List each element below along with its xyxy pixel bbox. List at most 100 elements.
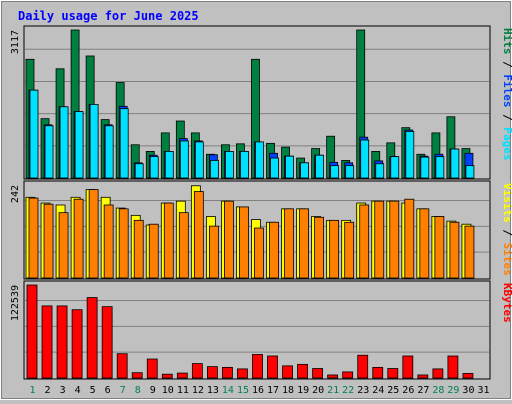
legend-visits: Visits [501,183,512,223]
bar-sites-13 [208,225,219,279]
x-tick-label: 23 [357,385,369,396]
bar-pages-18 [285,155,294,179]
bar-pages-30 [465,165,475,179]
x-tick-label: 10 [162,385,174,396]
x-tick-label: 30 [462,385,474,396]
bar-pages-6 [104,125,114,179]
bar-pages-20 [315,154,325,179]
side-label-kbytes: KBytes [501,283,512,323]
x-tick-label: 17 [267,385,279,396]
x-tick-label: 19 [297,385,309,396]
bar-sites-6 [103,204,114,279]
bar-kbytes-12 [191,363,203,379]
bar-kbytes-5 [86,297,98,379]
legend-files: Files [501,74,512,107]
bar-pages-10 [164,151,174,179]
max-label-hits_files_pages: 3117 [10,30,21,54]
x-tick-label: 28 [432,385,444,396]
x-tick-label: 3 [60,385,66,396]
bar-kbytes-3 [56,305,68,379]
x-tick-label: 22 [342,385,354,396]
bar-pages-13 [209,160,219,179]
x-tick-label: 31 [477,385,489,396]
bar-kbytes-17 [267,355,278,379]
bar-kbytes-26 [402,355,414,379]
bar-pages-2 [44,125,54,179]
bar-sites-19 [299,208,309,279]
bar-sites-30 [464,225,475,279]
bar-pages-14 [225,151,234,179]
x-tick-label: 16 [252,385,264,396]
x-tick-label: 5 [90,385,96,396]
bar-kbytes-4 [71,309,83,379]
legend-sites: Sites [501,243,512,276]
bar-pages-7 [119,108,129,179]
bar-pages-26 [405,131,415,179]
bar-pages-29 [450,148,460,179]
bar-kbytes-13 [206,366,218,379]
bar-pages-9 [149,156,159,179]
bar-kbytes-21 [327,374,339,379]
bar-kbytes-27 [417,374,429,379]
x-tick-label: 26 [402,385,414,396]
bar-kbytes-24 [372,366,384,379]
side-label-hits_files_pages: Hits / Files / Pages [501,28,512,161]
bar-kbytes-29 [447,355,459,379]
bar-sites-23 [359,204,370,279]
bar-kbytes-30 [462,373,474,379]
bar-pages-4 [74,111,84,179]
bar-sites-21 [329,219,340,279]
bar-sites-3 [58,212,69,279]
x-tick-label: 14 [222,385,234,396]
bar-kbytes-11 [176,372,188,379]
bar-pages-27 [420,156,430,179]
x-tick-label: 25 [387,385,399,396]
bar-kbytes-10 [161,373,173,379]
bar-pages-16 [255,141,264,179]
bar-kbytes-28 [432,368,444,379]
x-tick-label: 1 [30,385,36,396]
bar-sites-12 [193,191,204,279]
bar-kbytes-16 [252,354,263,379]
bar-sites-10 [163,202,174,279]
bar-kbytes-2 [41,305,53,379]
bar-sites-16 [254,227,264,279]
bar-kbytes-14 [222,366,233,379]
bar-sites-15 [239,206,249,279]
bar-kbytes-8 [131,372,143,379]
bar-kbytes-15 [237,368,248,379]
max-label-visits_sites: 242 [10,185,21,203]
bar-sites-20 [314,216,325,279]
bar-sites-5 [88,189,99,279]
bar-sites-27 [419,208,430,279]
bar-kbytes-25 [387,368,399,379]
bar-sites-14 [224,200,234,279]
x-tick-label: 24 [372,385,384,396]
legend-hits: Hits [501,28,512,55]
x-tick-label: 21 [327,385,339,396]
bar-kbytes-22 [342,371,354,379]
bar-kbytes-1 [26,284,38,379]
bar-sites-4 [73,198,84,279]
bar-sites-9 [148,223,159,279]
legend-pages: Pages [501,127,512,160]
bar-pages-5 [89,104,99,179]
x-tick-label: 11 [177,385,189,396]
x-tick-label: 18 [282,385,294,396]
side-label-visits_sites: Visits / Sites [501,183,512,276]
bar-pages-25 [390,156,400,179]
x-tick-label: 7 [120,385,126,396]
bar-sites-22 [344,221,355,279]
x-tick-label: 12 [192,385,204,396]
x-tick-label: 29 [447,385,459,396]
bar-kbytes-6 [101,306,113,379]
bar-pages-17 [270,157,279,179]
bar-pages-22 [345,165,355,179]
bar-pages-3 [59,106,69,179]
chart-title: Daily usage for June 2025 [18,9,199,23]
bar-sites-26 [404,198,415,279]
bar-sites-7 [118,208,129,279]
